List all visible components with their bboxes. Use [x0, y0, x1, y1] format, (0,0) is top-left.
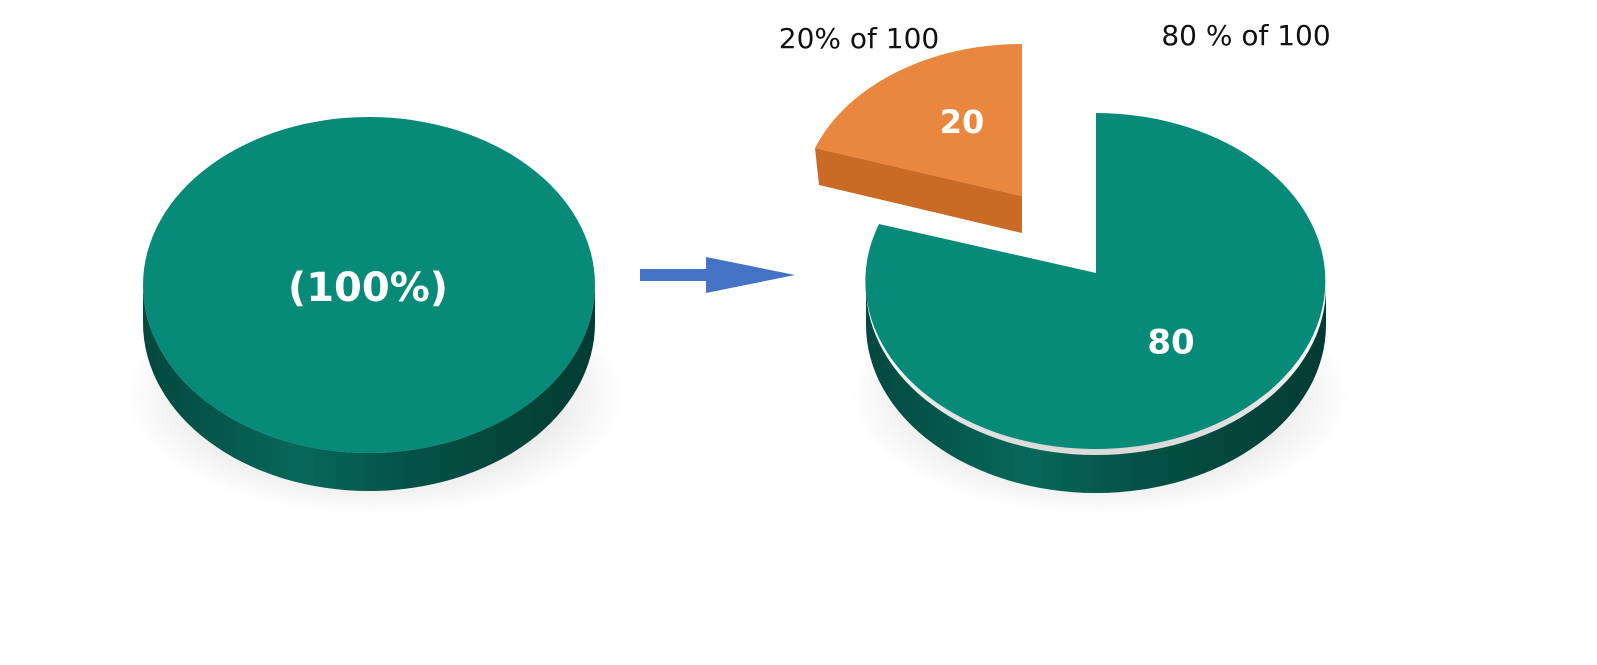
right-arrow-icon [640, 257, 795, 293]
slice-80-top [865, 113, 1326, 449]
slice-20-side [815, 148, 1022, 233]
caption-80-percent: 80 % of 100 [1161, 19, 1330, 52]
slice-80-side [866, 287, 1326, 493]
whole-pie: (100%) [125, 117, 625, 515]
whole-pie-label: (100%) [288, 265, 448, 311]
slice-20: 20 [815, 43, 1022, 233]
whole-pie-top [143, 117, 595, 453]
whole-pie-side [143, 285, 595, 491]
slice-20-label: 20 [940, 103, 985, 141]
slice-20-top [815, 43, 1022, 196]
split-pie: 80 20 [815, 43, 1350, 515]
slice-80-label: 80 [1147, 323, 1194, 363]
caption-20-percent: 20% of 100 [779, 22, 939, 55]
